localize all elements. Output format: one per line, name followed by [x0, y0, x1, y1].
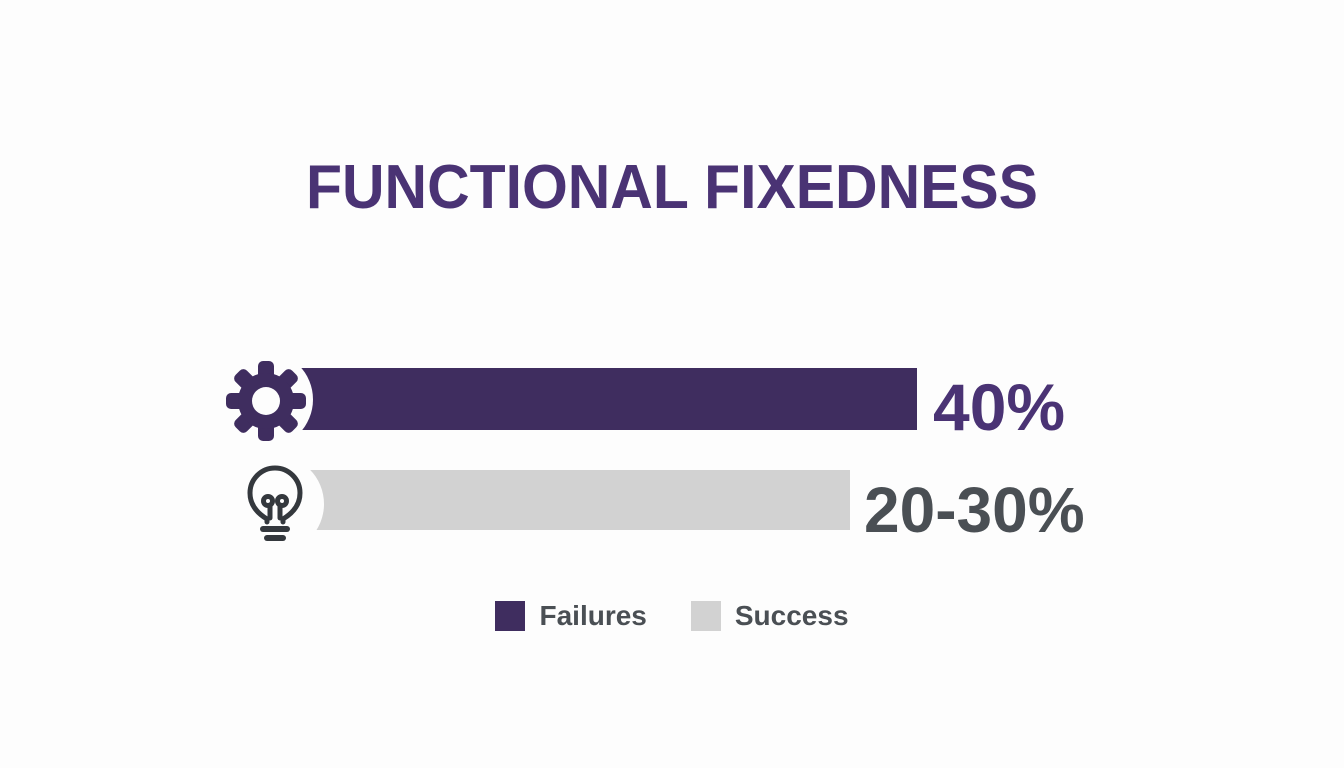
failures-legend-label: Failures [539, 600, 647, 631]
failures-value-label: 40% [933, 370, 1066, 444]
success-value-label: 20-30% [864, 474, 1085, 546]
success-legend-label: Success [734, 600, 849, 631]
chart-title: FUNCTIONAL FIXEDNESS [306, 153, 1038, 222]
legend: Failures Success [0, 600, 1344, 632]
failures-legend-swatch [495, 601, 526, 631]
legend-item-failures: Failures [495, 600, 647, 632]
success-bar [266, 470, 850, 530]
success-legend-swatch [690, 601, 721, 631]
failures-bar [262, 368, 917, 430]
legend-item-success: Success [690, 600, 849, 632]
lightbulb-icon [247, 465, 303, 541]
gear-icon [226, 361, 306, 441]
